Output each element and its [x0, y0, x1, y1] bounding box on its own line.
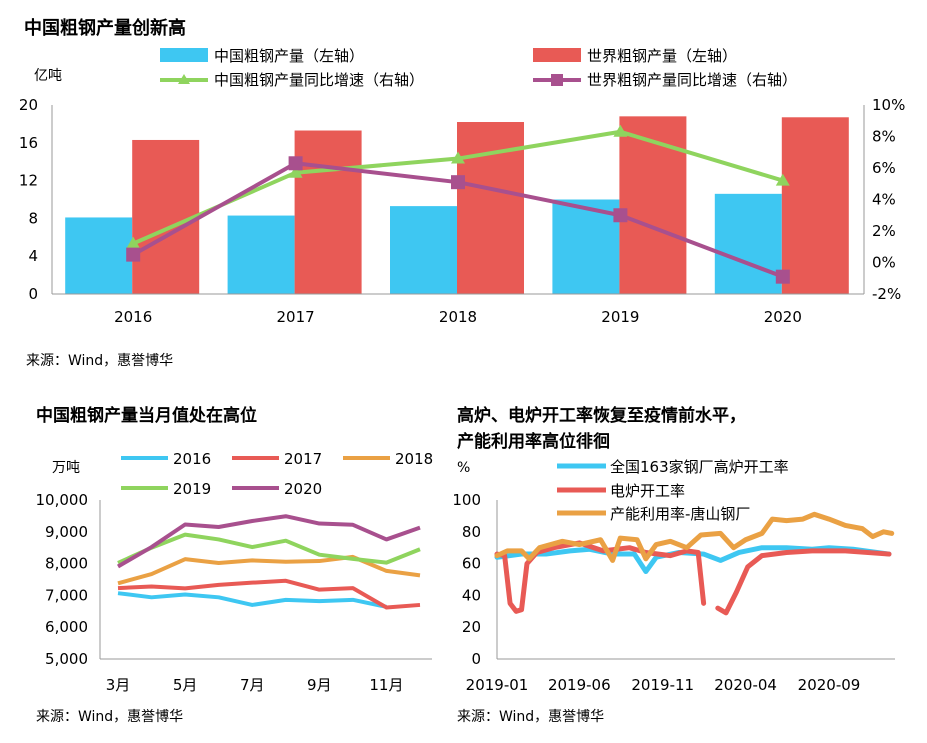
x-tick-label: 2019-06 — [548, 676, 611, 694]
panel3-title-line2: 产能利用率高位徘徊 — [457, 432, 610, 452]
legend-label: 全国163家钢厂高炉开工率 — [610, 458, 789, 476]
panel1-title: 中国粗钢产量创新高 — [24, 18, 186, 39]
y-tick-label-right: 4% — [872, 191, 896, 209]
legend-label: 产能利用率-唐山钢厂 — [610, 505, 750, 523]
point-marker-world-growth — [288, 156, 303, 171]
x-tick-label: 11月 — [369, 676, 403, 694]
x-tick-label: 2020-04 — [714, 676, 777, 694]
series-line-electric-furnace — [715, 548, 892, 616]
y-tick-label: 7,000 — [45, 586, 88, 604]
series-line-2016 — [117, 591, 387, 609]
legend-label: 2020 — [284, 480, 322, 498]
bar-china-2016 — [65, 217, 133, 294]
point-marker-world-growth — [451, 175, 465, 190]
panel3-title-line1: 高炉、电炉开工率恢复至疫情前水平， — [457, 406, 746, 426]
y-tick-label-right: 2% — [872, 222, 896, 240]
y-tick-label-right: 6% — [872, 159, 896, 177]
panel2-source: 来源：Wind，惠誉博华 — [36, 709, 184, 725]
point-marker-china-growth — [613, 124, 628, 137]
panel2-title: 中国粗钢产量当月值处在高位 — [36, 406, 257, 426]
y-tick-label: 80 — [462, 523, 481, 541]
legend-label: 中国粗钢产量同比增速（右轴） — [214, 71, 424, 89]
x-tick-label: 2019-01 — [466, 676, 529, 694]
y-tick-label-left: 12 — [19, 172, 38, 190]
point-marker-world-growth — [613, 208, 628, 223]
series-line-tangshan-utilization — [494, 511, 895, 563]
x-tick-label: 3月 — [106, 676, 131, 694]
bar-world-2020 — [781, 117, 849, 294]
panel1-chart: 0 4 8 12 16 20 -2% 0% 2% 4% 6% 8% 10% 亿吨 2016 2017 2018 2… — [19, 47, 905, 326]
x-tick-label: 2020-09 — [798, 676, 861, 694]
x-tick-label: 5月 — [173, 676, 198, 694]
y-tick-label: 10,000 — [36, 491, 89, 509]
y-tick-label: 40 — [462, 586, 481, 604]
y-tick-label-left: 16 — [19, 134, 38, 152]
point-marker-world-growth — [126, 247, 141, 262]
series-line-electric-furnace — [494, 540, 707, 614]
y-tick-label-right: -2% — [872, 285, 901, 303]
legend-marker — [178, 74, 190, 84]
y-tick-label-left: 0 — [28, 285, 38, 303]
y-tick-label: 0 — [471, 650, 481, 668]
y-tick-label: 20 — [462, 618, 481, 636]
y-tick-label: 6,000 — [45, 618, 88, 636]
y-tick-label: 100 — [452, 491, 481, 509]
legend-label: 2019 — [173, 480, 211, 498]
panel3-source: 来源：Wind，惠誉博华 — [457, 709, 605, 725]
bar-china-2019 — [552, 199, 620, 294]
point-marker-china-growth — [451, 151, 465, 164]
bar-china-2018 — [390, 206, 457, 294]
legend-marker — [551, 74, 563, 86]
legend-label: 世界粗钢产量同比增速（右轴） — [587, 71, 797, 89]
legend-label: 2018 — [395, 450, 433, 468]
x-tick-label: 2018 — [439, 308, 477, 326]
y-axis-unit-label: 万吨 — [52, 460, 80, 476]
x-tick-label: 7月 — [240, 676, 265, 694]
x-tick-label: 2016 — [114, 308, 152, 326]
y-tick-label: 9,000 — [45, 523, 88, 541]
series-line-2019 — [117, 532, 421, 565]
series-line-blast-furnace — [494, 545, 892, 575]
panel2-chart: 万吨 5,000 6,000 7,000 8,000 9,000 10,000 3月 5月 7月 9… — [36, 450, 434, 694]
legend-label: 2016 — [173, 450, 211, 468]
y-axis-unit-label: % — [457, 460, 470, 476]
y-axis-unit-label: 亿吨 — [34, 68, 62, 84]
y-tick-label-left: 20 — [19, 96, 38, 114]
series-line-2017 — [117, 578, 421, 610]
series-line-2020 — [116, 514, 421, 569]
legend-swatch — [533, 48, 581, 62]
legend-swatch — [160, 48, 208, 62]
y-tick-label-left: 4 — [28, 247, 38, 265]
legend-label: 世界粗钢产量（左轴） — [587, 47, 737, 65]
y-tick-label: 60 — [462, 555, 481, 573]
x-tick-label: 2020 — [764, 308, 802, 326]
y-tick-label: 5,000 — [45, 650, 88, 668]
y-tick-label-left: 8 — [28, 209, 38, 227]
legend-label: 电炉开工率 — [610, 482, 685, 500]
legend-label: 中国粗钢产量（左轴） — [214, 47, 364, 65]
x-tick-label: 2019-11 — [631, 676, 694, 694]
y-tick-label-right: 0% — [872, 254, 896, 272]
bar-world-2017 — [294, 130, 362, 294]
x-tick-label: 9月 — [307, 676, 332, 694]
bar-world-2019 — [619, 116, 687, 294]
x-tick-label: 2019 — [601, 308, 639, 326]
series-line-2018 — [117, 554, 421, 586]
bar-china-2017 — [227, 215, 295, 294]
y-tick-label: 8,000 — [45, 555, 88, 573]
legend-label: 2017 — [284, 450, 322, 468]
point-marker-china-growth — [775, 173, 790, 186]
point-marker-china-growth — [126, 236, 141, 249]
bar-china-2020 — [714, 193, 782, 294]
y-tick-label-right: 8% — [872, 128, 896, 146]
point-marker-world-growth — [775, 269, 790, 284]
panel1-source: 来源：Wind，惠誉博华 — [26, 353, 174, 369]
bar-world-2016 — [132, 139, 200, 294]
y-tick-label-right: 10% — [872, 96, 905, 114]
point-marker-china-growth — [288, 165, 303, 178]
x-tick-label: 2017 — [277, 308, 315, 326]
